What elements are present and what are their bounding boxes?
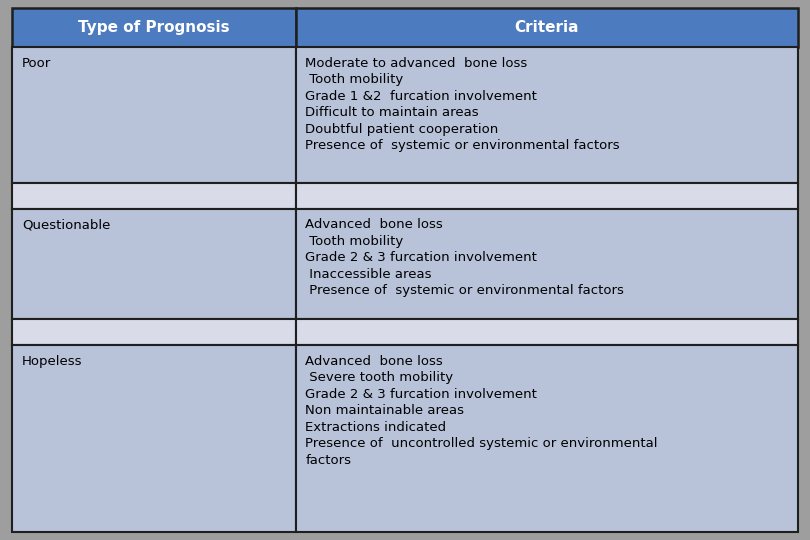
Bar bbox=[296, 47, 798, 183]
Bar bbox=[296, 183, 798, 209]
Text: Poor: Poor bbox=[22, 57, 51, 70]
Bar bbox=[296, 345, 798, 532]
Bar bbox=[12, 319, 296, 345]
Text: Type of Prognosis: Type of Prognosis bbox=[78, 20, 230, 35]
Bar bbox=[12, 8, 296, 47]
Text: Advanced  bone loss
 Tooth mobility
Grade 2 & 3 furcation involvement
 Inaccessi: Advanced bone loss Tooth mobility Grade … bbox=[305, 219, 625, 298]
Bar bbox=[296, 8, 798, 47]
Bar bbox=[296, 209, 798, 319]
Text: Questionable: Questionable bbox=[22, 219, 110, 232]
Bar bbox=[296, 319, 798, 345]
Bar bbox=[12, 47, 296, 183]
Text: Hopeless: Hopeless bbox=[22, 355, 83, 368]
Bar bbox=[12, 183, 296, 209]
Bar bbox=[12, 345, 296, 532]
Bar bbox=[12, 209, 296, 319]
Text: Advanced  bone loss
 Severe tooth mobility
Grade 2 & 3 furcation involvement
Non: Advanced bone loss Severe tooth mobility… bbox=[305, 355, 658, 467]
Text: Moderate to advanced  bone loss
 Tooth mobility
Grade 1 &2  furcation involvemen: Moderate to advanced bone loss Tooth mob… bbox=[305, 57, 620, 152]
Text: Criteria: Criteria bbox=[514, 20, 579, 35]
